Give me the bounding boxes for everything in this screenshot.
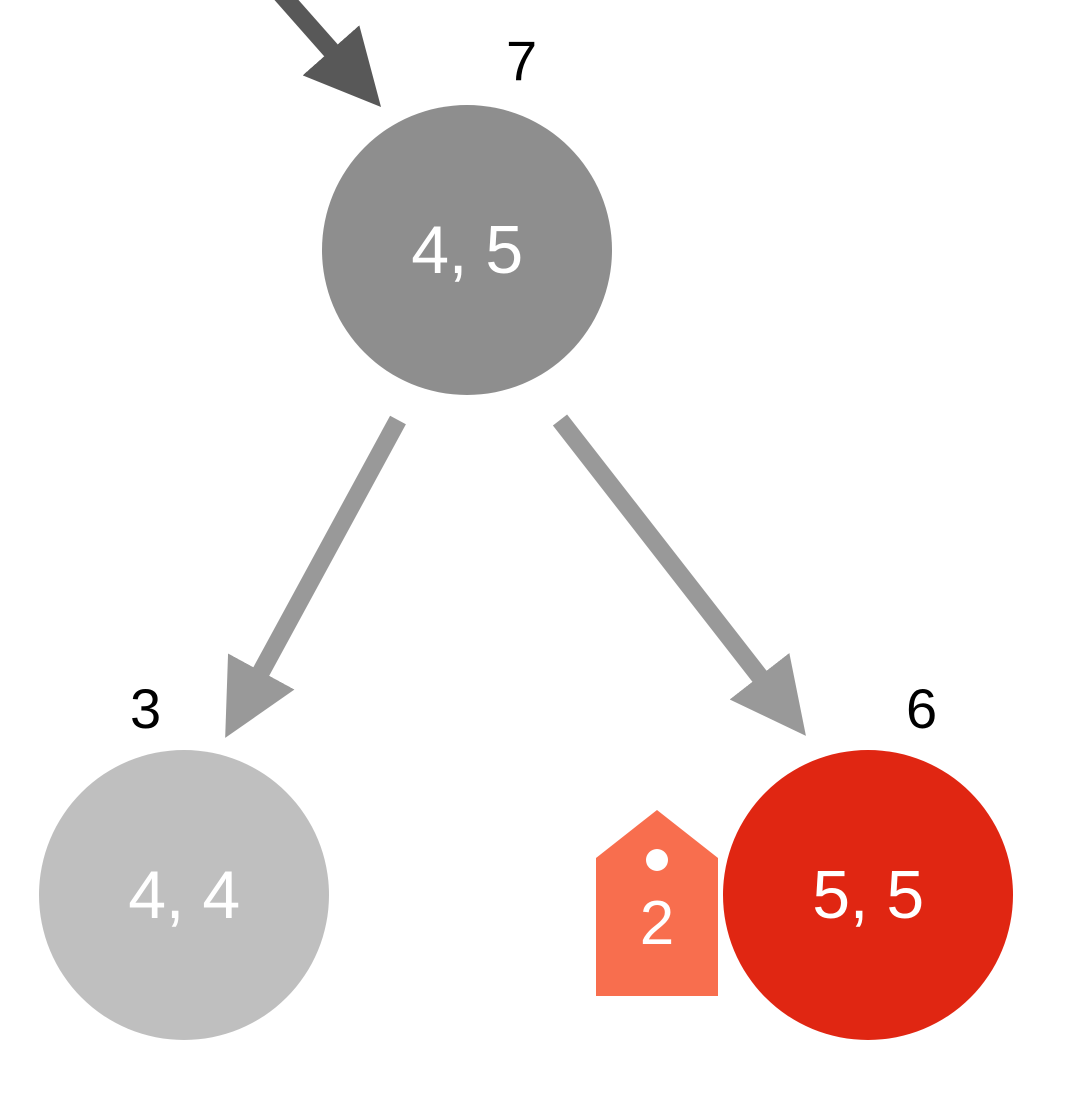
edge-incoming bbox=[260, 0, 366, 90]
node-left: 4, 4 bbox=[39, 750, 329, 1040]
node-root-label: 4, 5 bbox=[411, 211, 522, 289]
edge-root-left bbox=[236, 420, 398, 718]
edge-root-right bbox=[560, 420, 792, 718]
node-right: 5, 5 bbox=[723, 750, 1013, 1040]
tree-diagram: 4, 5 7 4, 4 3 5, 5 6 2 bbox=[0, 0, 1080, 1097]
node-right-label: 5, 5 bbox=[812, 856, 923, 934]
node-root-outer-label: 7 bbox=[506, 28, 537, 93]
tag-badge: 2 bbox=[592, 810, 722, 1000]
node-left-outer-label: 3 bbox=[130, 676, 161, 741]
node-left-label: 4, 4 bbox=[128, 856, 239, 934]
node-right-outer-label: 6 bbox=[906, 676, 937, 741]
node-root: 4, 5 bbox=[322, 105, 612, 395]
tag-badge-label: 2 bbox=[640, 888, 674, 959]
